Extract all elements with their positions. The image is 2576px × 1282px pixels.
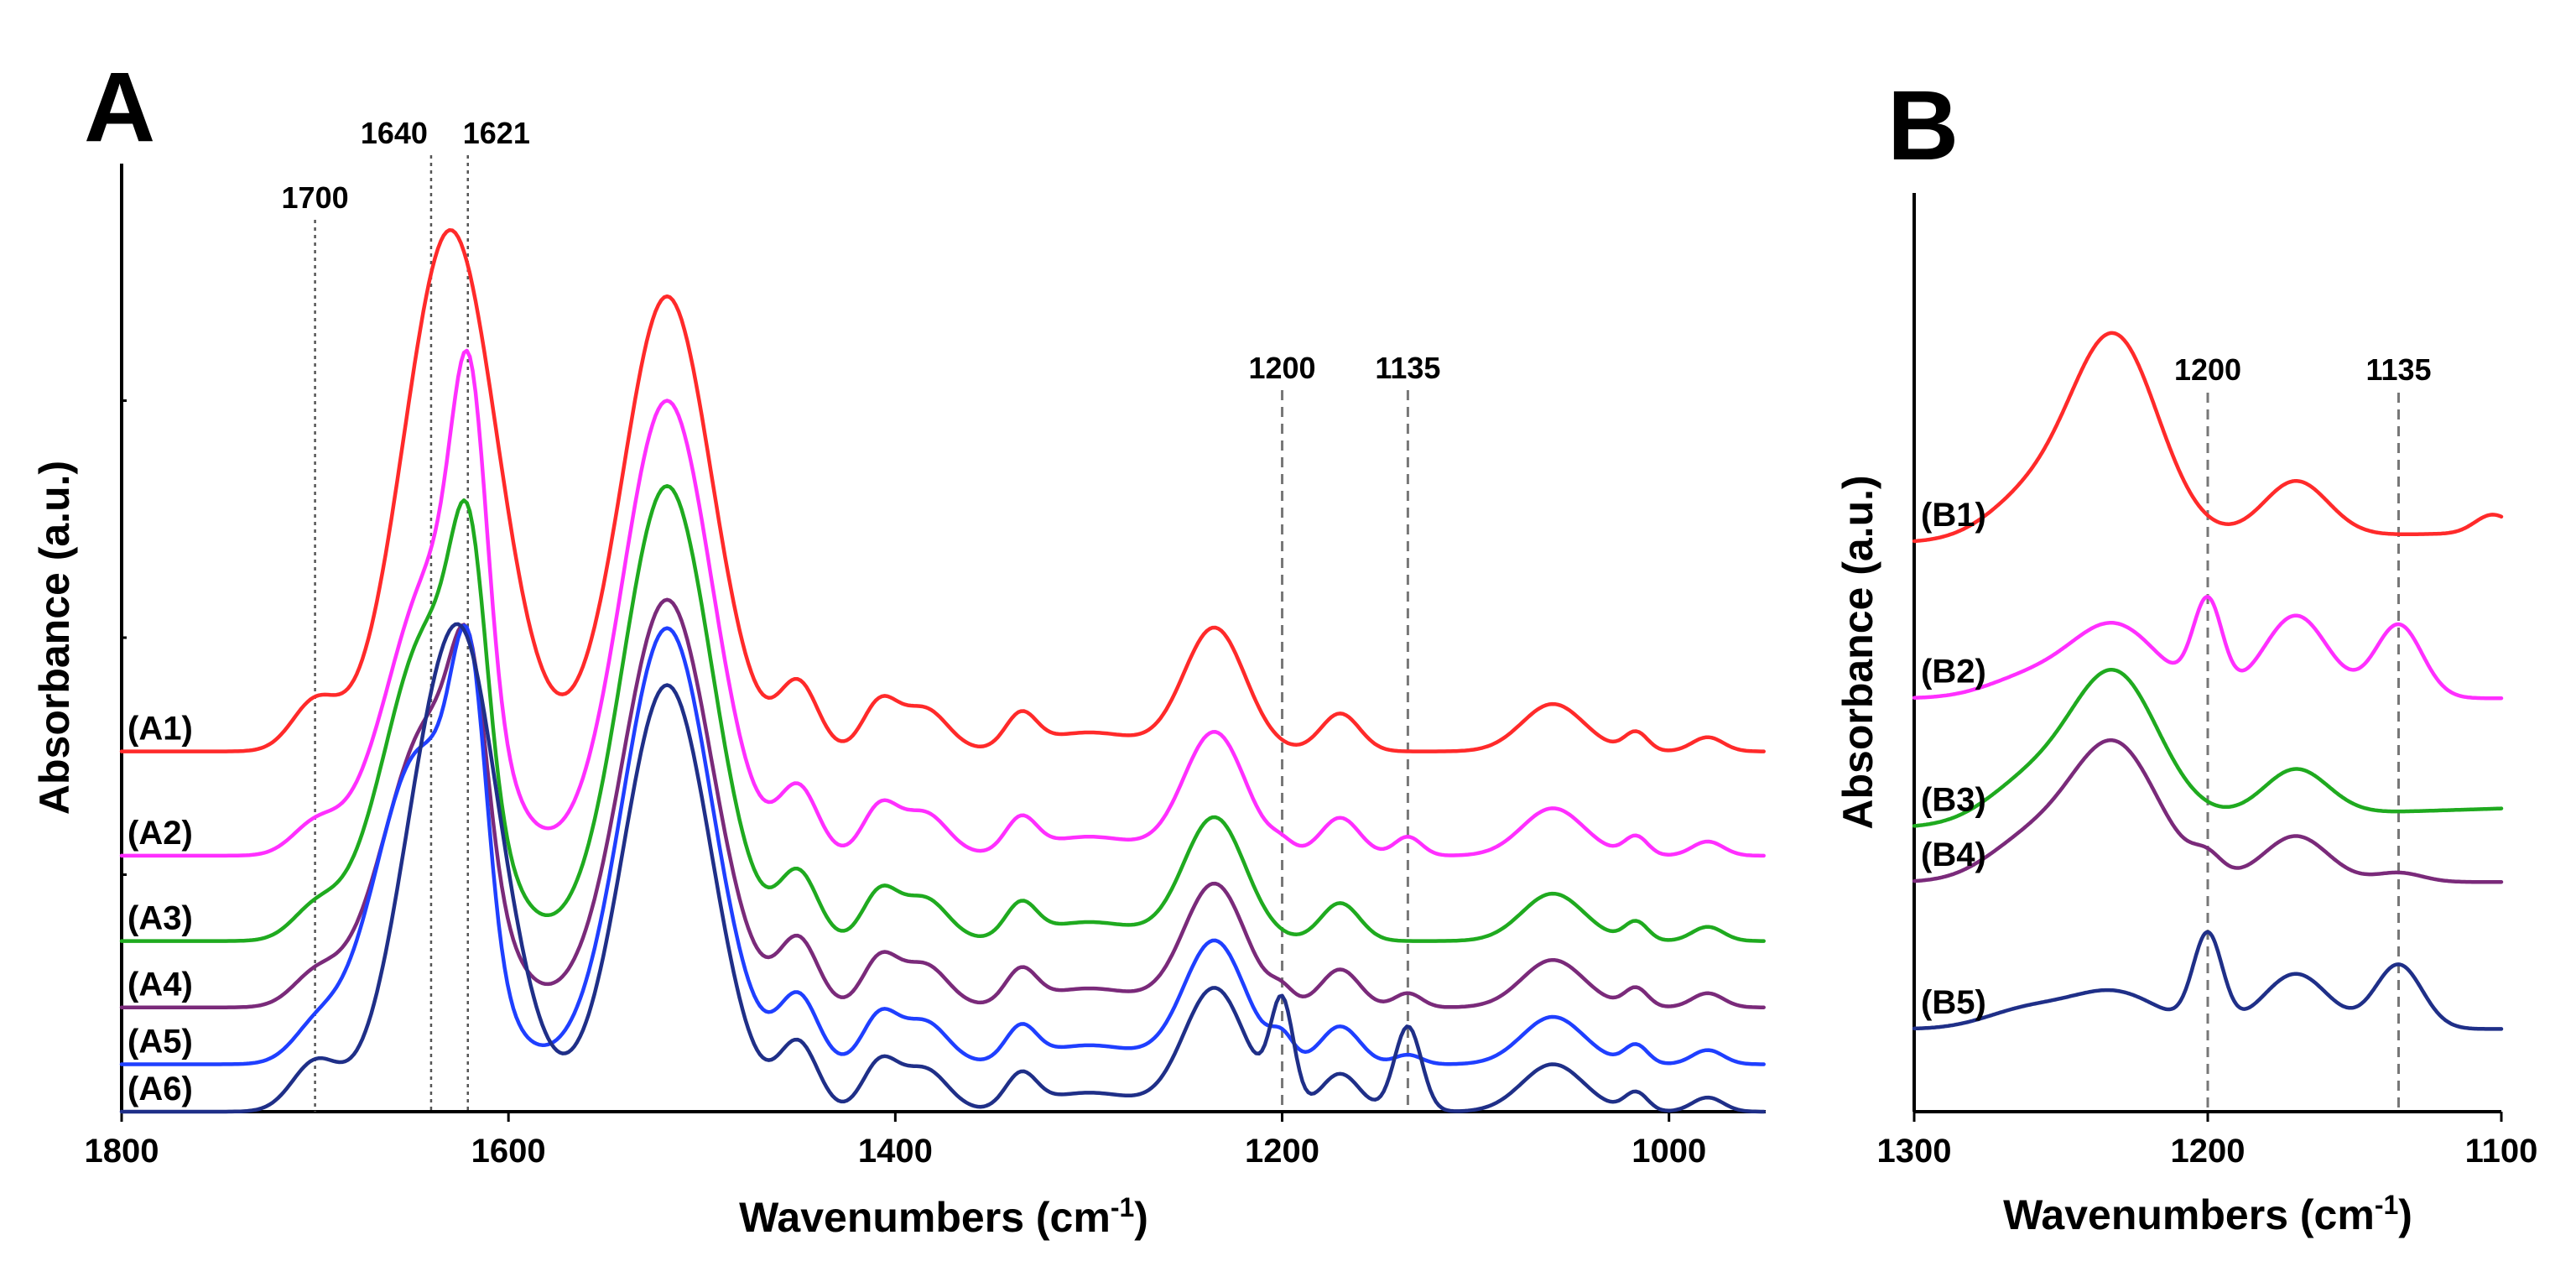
- panel-a-series-label-2: (A2): [127, 815, 193, 852]
- panel-b-series-2: [1912, 595, 2504, 701]
- panel-b-x-axis-title: Wavenumbers (cm-1): [2003, 1190, 2412, 1238]
- panel-a-x-axis-title: Wavenumbers (cm-1): [739, 1192, 1148, 1241]
- panel-b-series-4: [1912, 737, 2504, 884]
- panel-b-series-label-5: (B5): [1921, 984, 1986, 1021]
- panel-b-series-3: [1912, 668, 2504, 828]
- panel-a-series-3: [119, 483, 1766, 943]
- panel-a-reference-label-1640: 1640: [361, 116, 428, 150]
- panel-a-y-axis-title: Absorbance (a.u.): [31, 461, 78, 815]
- panel-a-series-label-3: (A3): [127, 900, 193, 937]
- panel-b-series-1: [1912, 331, 2504, 544]
- panel-a-series-1: [119, 227, 1766, 753]
- panel-b-series-5: [1912, 930, 2504, 1031]
- panel-b-reference-label-1200: 1200: [2174, 352, 2241, 387]
- panel-a-reference-label-1700: 1700: [282, 180, 349, 215]
- panel-a-series-label-6: (A6): [127, 1071, 193, 1107]
- panel-b-letter: B: [1887, 70, 1959, 181]
- panel-b-chart: 1300 1200 1100 Wavenumbers (cm-1) Absorbance…: [1834, 193, 2537, 1238]
- panel-a-x-tick-label: 1400: [858, 1133, 933, 1170]
- panel-a-series-label-1: (A1): [127, 711, 193, 748]
- panel-a-x-tick-label: 1800: [85, 1133, 159, 1170]
- panel-b-x-tick-label: 1300: [1877, 1133, 1952, 1170]
- panel-a-reference-label-1621: 1621: [463, 116, 530, 150]
- panel-a-reference-label-1200: 1200: [1248, 351, 1315, 385]
- panel-a-series-label-5: (A5): [127, 1024, 193, 1061]
- panel-b-x-tick-label: 1100: [2465, 1133, 2538, 1170]
- panel-a-x-tick-label: 1200: [1245, 1133, 1319, 1170]
- panel-b-series-label-2: (B2): [1921, 654, 1986, 691]
- panel-a-series-5: [119, 623, 1766, 1066]
- panel-b-series-label-3: (B3): [1921, 781, 1986, 818]
- panel-b-x-tick-label: 1200: [2171, 1133, 2246, 1170]
- panel-b-series-label-1: (B1): [1921, 497, 1986, 534]
- panel-a-letter: A: [84, 52, 155, 163]
- panel-a-reference-label-1135: 1135: [1375, 351, 1440, 385]
- panel-a-x-tick-label: 1600: [471, 1133, 546, 1170]
- panel-a-series-4: [119, 597, 1766, 1009]
- panel-a-series-2: [119, 348, 1766, 858]
- panel-b-y-axis-title: Absorbance (a.u.): [1834, 475, 1881, 829]
- panel-a-chart: 1800 1600 1400 1200 1000 Wavenumbers (cm-1) Ab…: [31, 116, 1766, 1241]
- panel-a-x-tick-label: 1000: [1631, 1133, 1706, 1170]
- panel-a-series-6: [119, 622, 1766, 1114]
- panel-b-series-label-4: (B4): [1921, 836, 1986, 873]
- panel-a-series-label-4: (A4): [127, 967, 193, 1003]
- panel-b-reference-label-1135: 1135: [2365, 352, 2431, 387]
